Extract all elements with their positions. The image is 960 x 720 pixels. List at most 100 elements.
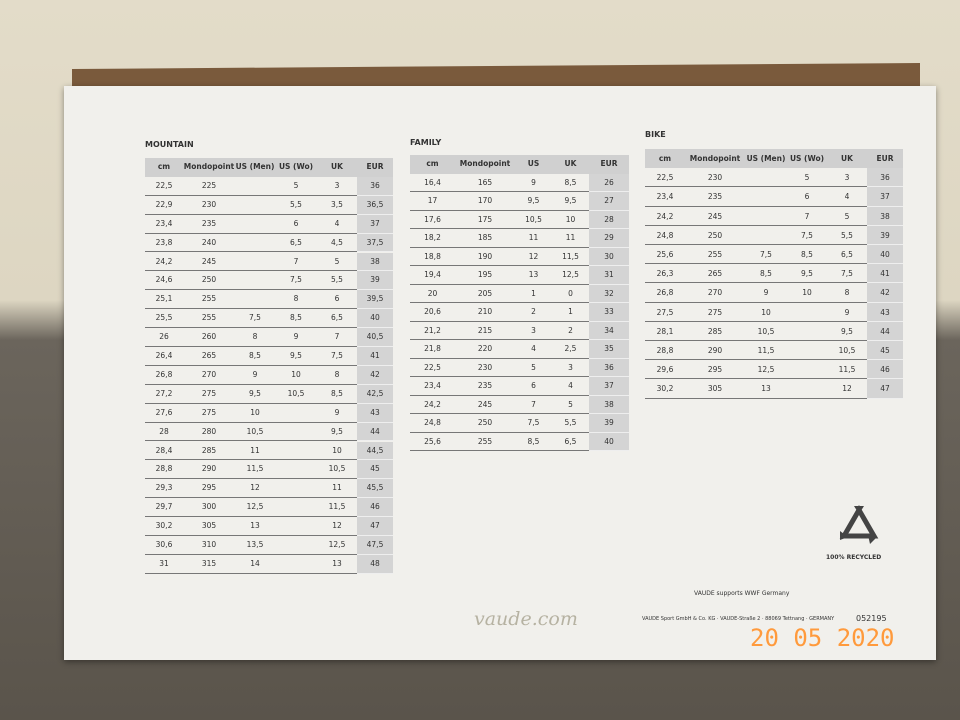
table-cell: 36 — [867, 168, 903, 188]
table-cell: 185 — [455, 229, 515, 248]
table-cell — [275, 442, 317, 461]
table-cell — [275, 423, 317, 442]
table-cell: 22,5 — [410, 359, 455, 377]
table-cell: 27 — [589, 192, 629, 211]
table-cell: 12,5 — [745, 360, 787, 380]
table-cell: 2 — [552, 322, 589, 340]
table-cell: 250 — [455, 414, 515, 433]
table-cell: 4 — [515, 340, 552, 359]
table-cell: 230 — [455, 359, 515, 377]
table-cell: 8 — [317, 366, 357, 385]
table-cell: 41 — [867, 264, 903, 284]
column-header: US (Wo) — [787, 149, 827, 169]
table-cell: 6 — [787, 187, 827, 207]
table-cell: 9,5 — [317, 423, 357, 442]
column-header: US — [515, 155, 552, 174]
table-cell: 280 — [183, 423, 235, 442]
table-cell: 39 — [867, 225, 903, 245]
table-cell: 12,5 — [235, 498, 275, 518]
table-cell: 245 — [685, 207, 745, 226]
table-cell: 30,2 — [145, 517, 183, 536]
table-cell — [275, 404, 317, 423]
table-cell: 8 — [235, 328, 275, 347]
table-cell: 5,5 — [317, 271, 357, 291]
table-cell — [787, 322, 827, 341]
table-cell: 23,4 — [410, 377, 455, 396]
table-cell: 28 — [589, 210, 629, 229]
table-cell — [275, 460, 317, 480]
table-cell: 12 — [515, 248, 552, 266]
table-cell: 23,4 — [645, 187, 685, 207]
table-cell: 6,5 — [275, 234, 317, 253]
table-cell: 39 — [589, 414, 629, 433]
table-cell: 5 — [317, 253, 357, 272]
table-cell: 46 — [357, 498, 393, 518]
table-cell: 23,4 — [145, 215, 183, 234]
table-cell: 36 — [357, 176, 393, 196]
table-cell: 39,5 — [357, 290, 393, 310]
table-cell: 8,5 — [745, 264, 787, 284]
table-cell: 34 — [589, 321, 629, 340]
table-cell: 29 — [589, 229, 629, 248]
table-cell: 44 — [357, 422, 393, 442]
table-cell: 36 — [589, 358, 629, 377]
table-cell: 6,5 — [827, 245, 867, 265]
table-title: FAMILY — [410, 138, 442, 147]
table-cell: 10,5 — [745, 322, 787, 341]
column-header: cm — [145, 158, 183, 177]
table-cell: 22,5 — [145, 177, 183, 196]
table-cell: 295 — [183, 479, 235, 499]
table-cell: 5 — [787, 168, 827, 188]
address: VAUDE Sport GmbH & Co. KG · VAUDE-Straße… — [642, 616, 835, 622]
table-cell: 265 — [685, 264, 745, 284]
table-cell: 2,5 — [552, 340, 589, 359]
table-cell: 20 — [410, 285, 455, 303]
table-cell: 26 — [145, 328, 183, 347]
table-cell: 1 — [515, 285, 552, 303]
table-cell: 42 — [357, 365, 393, 385]
table-cell: 46 — [867, 360, 903, 380]
table-cell: 8,5 — [317, 385, 357, 404]
table-cell: 3 — [552, 359, 589, 377]
table-cell: 44 — [867, 321, 903, 341]
table-cell: 11,5 — [827, 360, 867, 380]
table-cell: 13 — [745, 379, 787, 399]
table-cell: 40 — [357, 309, 393, 329]
table-title: MOUNTAIN — [145, 140, 194, 149]
table-cell: 24,2 — [645, 207, 685, 226]
table-cell: 10 — [787, 283, 827, 303]
table-cell: 24,8 — [645, 226, 685, 245]
column-header: UK — [317, 158, 357, 177]
column-header: cm — [645, 149, 685, 169]
table-cell: 30 — [589, 247, 629, 266]
table-cell: 16,4 — [410, 174, 455, 192]
table-cell — [745, 226, 787, 245]
table-cell: 7,5 — [275, 271, 317, 291]
column-header: UK — [827, 149, 867, 169]
table-cell: 10,5 — [235, 423, 275, 442]
table-cell: 6 — [515, 377, 552, 396]
table-cell: 25,6 — [645, 245, 685, 265]
table-cell: 4,5 — [317, 234, 357, 253]
table-cell: 315 — [183, 555, 235, 574]
website: vaude.com — [474, 608, 578, 630]
table-cell: 9 — [275, 328, 317, 347]
table-cell: 42 — [867, 283, 903, 303]
table-cell: 260 — [183, 328, 235, 347]
table-cell: 8,5 — [787, 245, 827, 265]
table-cell: 5,5 — [275, 196, 317, 215]
table-cell — [787, 360, 827, 380]
table-cell: 47 — [357, 517, 393, 536]
column-header: US (Men) — [235, 158, 275, 177]
table-cell: 37 — [589, 377, 629, 396]
table-cell: 270 — [183, 366, 235, 385]
table-cell: 255 — [183, 290, 235, 310]
table-cell: 32 — [589, 284, 629, 303]
table-cell: 9 — [827, 303, 867, 322]
table-cell: 14 — [235, 555, 275, 574]
table-cell: 18,8 — [410, 248, 455, 266]
table-cell: 9,5 — [235, 385, 275, 404]
table-cell: 275 — [685, 303, 745, 322]
table-cell: 245 — [455, 396, 515, 414]
table-cell: 45 — [357, 460, 393, 480]
